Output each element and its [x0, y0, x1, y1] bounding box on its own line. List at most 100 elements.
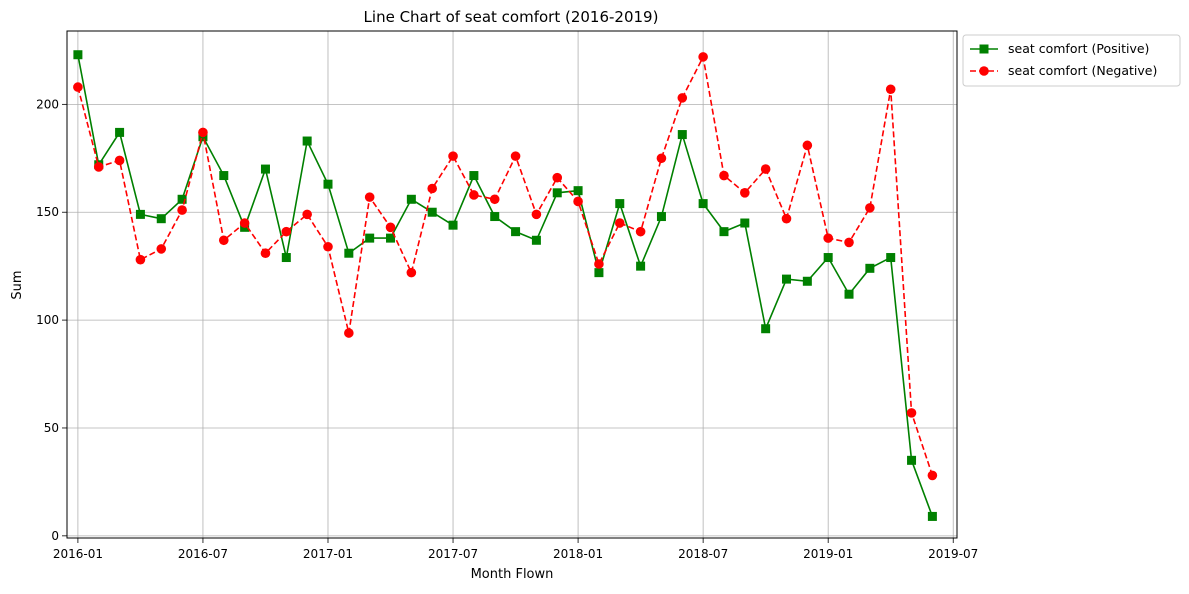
- y-tick-label: 200: [36, 97, 59, 111]
- data-point-negative: [135, 254, 146, 265]
- data-point-negative: [448, 151, 458, 161]
- legend-label-negative: seat comfort (Negative): [1008, 63, 1157, 78]
- data-point-negative: [260, 248, 271, 259]
- data-point-negative: [406, 267, 417, 278]
- legend-marker-negative: [979, 66, 989, 76]
- data-point-positive: [615, 199, 625, 209]
- data-point-positive: [886, 253, 896, 263]
- y-tick-label: 100: [36, 313, 59, 327]
- data-point-negative: [531, 209, 542, 220]
- data-point-negative: [281, 226, 292, 237]
- y-tick-label: 50: [44, 421, 59, 435]
- data-point-negative: [573, 196, 583, 207]
- data-point-positive: [552, 188, 562, 198]
- data-point-negative: [802, 140, 813, 151]
- data-point-positive: [323, 179, 333, 189]
- data-point-negative: [698, 52, 708, 62]
- x-axis-label: Month Flown: [471, 567, 554, 582]
- data-point-positive: [719, 227, 729, 237]
- data-point-negative: [198, 127, 208, 138]
- data-point-positive: [135, 209, 145, 219]
- axes: 2016-01 2016-07 2017-01 2017-07 2018-01 2018-…: [36, 97, 978, 561]
- data-point-negative: [552, 172, 563, 183]
- data-point-positive: [219, 171, 229, 181]
- data-point-positive: [511, 227, 521, 237]
- data-point-negative: [719, 170, 729, 181]
- data-point-positive: [636, 261, 646, 271]
- series-layer: [73, 50, 938, 521]
- plot-border: [66, 30, 958, 539]
- x-tick-label: 2016-01: [53, 547, 103, 561]
- data-point-negative: [906, 408, 917, 418]
- data-point-positive: [260, 164, 270, 174]
- data-point-positive: [844, 289, 854, 299]
- data-point-positive: [177, 194, 187, 204]
- data-point-negative: [177, 205, 187, 215]
- data-point-positive: [427, 207, 437, 217]
- data-point-negative: [114, 155, 125, 166]
- data-point-positive: [656, 212, 666, 222]
- series-line-negative: [77, 54, 934, 476]
- data-point-negative: [323, 241, 333, 252]
- data-point-negative: [156, 244, 167, 254]
- data-point-negative: [489, 194, 500, 205]
- data-point-negative: [635, 226, 646, 237]
- data-point-negative: [239, 218, 250, 228]
- data-point-negative: [781, 213, 792, 224]
- data-point-positive: [573, 186, 583, 196]
- chart-title: Line Chart of seat comfort (2016-2019): [364, 8, 659, 26]
- data-point-negative: [760, 164, 771, 174]
- data-point-negative: [885, 84, 896, 95]
- legend-label-positive: seat comfort (Positive): [1008, 41, 1149, 56]
- data-point-positive: [386, 233, 396, 243]
- data-point-positive: [740, 218, 750, 228]
- data-point-positive: [531, 235, 541, 245]
- legend-item-negative: seat comfort (Negative): [970, 63, 1157, 78]
- data-point-negative: [865, 203, 875, 213]
- data-point-negative: [73, 82, 83, 92]
- data-point-positive: [281, 253, 291, 263]
- data-point-positive: [365, 233, 375, 243]
- data-point-negative: [844, 237, 854, 248]
- x-tick-label: 2018-01: [553, 547, 603, 561]
- data-point-positive: [761, 324, 771, 334]
- y-tick-label: 150: [36, 205, 59, 219]
- plot-area: [67, 31, 957, 538]
- data-point-positive: [490, 212, 500, 222]
- x-tick-label: 2018-07: [678, 547, 728, 561]
- data-point-positive: [594, 268, 604, 278]
- data-point-negative: [427, 183, 437, 194]
- data-point-negative: [927, 470, 938, 481]
- data-point-positive: [865, 263, 875, 273]
- data-point-positive: [302, 136, 312, 146]
- data-point-positive: [156, 214, 166, 224]
- legend-item-positive: seat comfort (Positive): [970, 41, 1149, 56]
- series-negative: [73, 52, 938, 481]
- data-point-negative: [302, 209, 312, 220]
- series-positive: [73, 50, 937, 521]
- data-point-positive: [344, 248, 354, 258]
- grid-lines: [67, 31, 957, 538]
- x-tick-label: 2017-01: [303, 547, 353, 561]
- data-point-negative: [614, 218, 625, 228]
- data-point-positive: [448, 220, 458, 230]
- data-point-negative: [510, 151, 521, 161]
- data-point-positive: [677, 130, 687, 140]
- data-point-negative: [656, 153, 667, 164]
- x-tick-label: 2019-01: [803, 547, 853, 561]
- legend-marker-positive: [979, 44, 989, 54]
- data-point-positive: [469, 171, 479, 181]
- data-point-negative: [594, 259, 604, 269]
- data-point-positive: [823, 253, 833, 263]
- data-point-negative: [344, 328, 354, 338]
- x-tick-label: 2017-07: [428, 547, 478, 561]
- data-point-negative: [364, 192, 375, 202]
- data-point-negative: [677, 93, 688, 103]
- data-point-negative: [385, 222, 396, 233]
- data-point-negative: [218, 235, 229, 246]
- data-point-negative: [93, 162, 104, 172]
- legend: seat comfort (Positive) seat comfort (Neg…: [962, 34, 1181, 87]
- data-point-negative: [469, 190, 479, 200]
